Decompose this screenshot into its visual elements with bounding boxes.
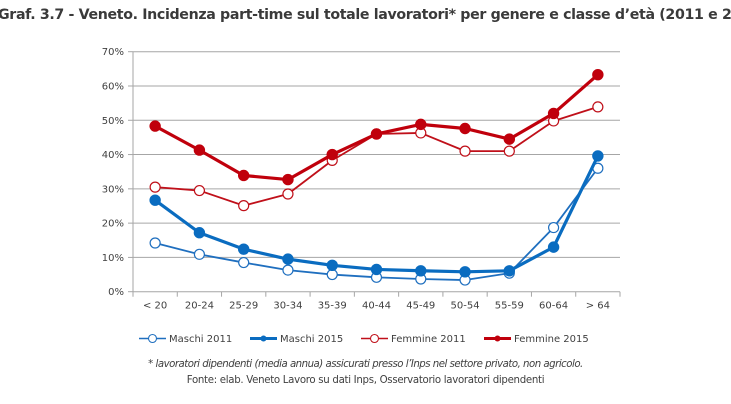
data-point [149, 237, 161, 249]
gridlines [133, 51, 620, 258]
x-tick-label: 60-64 [539, 301, 568, 312]
data-point [193, 144, 206, 156]
series-line [154, 73, 599, 182]
y-tick-label: 70% [102, 47, 124, 58]
data-point [149, 120, 161, 132]
data-point [592, 150, 604, 162]
legend: Maschi 2011 Maschi 2015 Femmine 2011 Femmin… [139, 333, 589, 345]
series-group [149, 68, 604, 286]
data-point [547, 241, 560, 253]
legend-marker [260, 335, 267, 342]
y-tick-label: 60% [102, 81, 124, 92]
y-tick-label: 40% [102, 150, 124, 161]
legend-marker [494, 335, 501, 342]
footnote: * lavoratori dipendenti (media annua) as… [148, 359, 583, 370]
data-point [326, 259, 338, 271]
data-point [149, 181, 161, 193]
y-tick-label: 50% [102, 116, 124, 127]
x-tick-label: < 20 [143, 301, 167, 312]
legend-label: Maschi 2015 [280, 334, 343, 345]
data-point [547, 107, 560, 120]
legend-label: Femmine 2015 [514, 334, 589, 345]
x-tick-label: > 64 [586, 301, 610, 312]
x-tick-label: 35-39 [318, 301, 347, 312]
legend-item: Femmine 2015 [484, 334, 589, 345]
data-point [282, 253, 294, 265]
data-point [370, 128, 383, 140]
data-point [326, 268, 338, 281]
axes [128, 51, 621, 297]
y-tick-label: 30% [102, 184, 124, 195]
x-tick-label: 45-49 [406, 301, 435, 312]
data-point [238, 256, 250, 269]
x-tick-label: 20-24 [185, 301, 214, 312]
data-point [547, 221, 560, 234]
data-point [193, 184, 206, 197]
data-point [592, 68, 604, 81]
legend-label: Maschi 2011 [169, 334, 232, 345]
y-tick-label: 20% [102, 219, 124, 230]
x-tick-label: 50-54 [451, 301, 480, 312]
legend-label: Femmine 2011 [391, 334, 466, 345]
legend-marker [147, 333, 158, 344]
x-tick-label: 40-44 [362, 301, 391, 312]
data-point [503, 133, 516, 145]
data-point [193, 227, 206, 239]
series-line [154, 167, 599, 281]
data-point [459, 266, 471, 278]
data-point [503, 265, 516, 277]
x-tick-label: 25-29 [229, 301, 258, 312]
data-point [415, 118, 427, 131]
data-point [238, 200, 250, 212]
data-point [193, 248, 206, 260]
data-point [326, 148, 338, 161]
data-point [282, 173, 294, 186]
legend-item: Femmine 2011 [361, 333, 466, 345]
data-point [415, 265, 427, 277]
data-point [237, 169, 250, 182]
data-point [459, 122, 471, 135]
x-axis-tick-labels: < 20 20-24 25-29 30-34 35-39 40-44 45-49 50-54 5… [143, 301, 610, 312]
series-femmine-2011 [149, 101, 604, 212]
chart-title: Graf. 3.7 - Veneto. Incidenza part-time … [0, 7, 731, 23]
y-tick-label: 0% [108, 287, 124, 298]
y-tick-label: 10% [102, 253, 124, 264]
series-maschi-2015 [149, 150, 604, 278]
legend-item: Maschi 2011 [139, 333, 232, 345]
data-point [370, 263, 383, 276]
data-point [592, 101, 604, 113]
data-point [459, 145, 471, 157]
legend-marker [369, 333, 380, 344]
series-line [155, 106, 599, 207]
y-axis-tick-labels: 0% 10% 20% 30% 40% 50% 60% 70% [102, 47, 124, 298]
data-point [282, 264, 294, 276]
data-point [503, 145, 515, 157]
series-line [154, 155, 600, 274]
data-point [282, 188, 294, 200]
data-point [149, 194, 161, 206]
series-maschi-2011 [149, 162, 604, 286]
series-femmine-2015 [149, 68, 604, 186]
source-note: Fonte: elab. Veneto Lavoro su dati Inps,… [186, 375, 545, 386]
x-tick-label: 55-59 [495, 301, 524, 312]
data-point [237, 243, 250, 255]
legend-item: Maschi 2015 [250, 334, 343, 345]
x-tick-label: 30-34 [273, 301, 302, 312]
